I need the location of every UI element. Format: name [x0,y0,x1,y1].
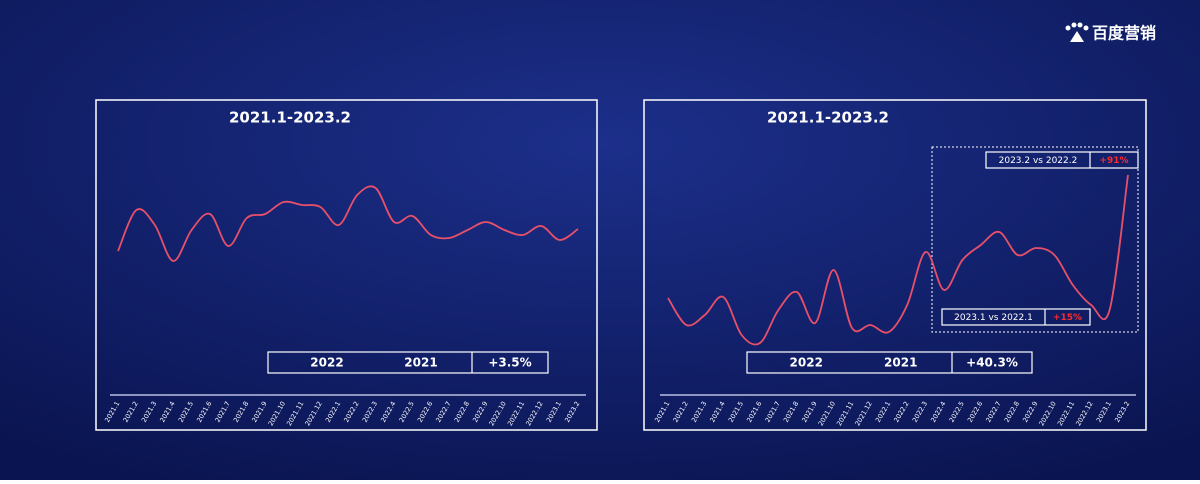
annotation-label: 2023.2 vs 2022.2 [999,156,1078,166]
highlight-region [931,146,1139,333]
label-box [746,351,1033,374]
line-series [117,185,579,262]
legend-label: 2021 [884,356,917,370]
annotation-value: +91% [1099,156,1128,166]
annotation-value: +15% [1053,313,1082,323]
legend-label: 2021 [404,356,437,370]
chart-title: 2021.1-2023.2 [229,109,351,127]
label-box [985,151,1139,169]
legend-change: +40.3% [966,356,1018,370]
chart-frame [643,99,1147,431]
annotation-label: 2023.1 vs 2022.1 [954,313,1033,323]
legend-change: +3.5% [488,356,531,370]
legend-label: 2022 [790,356,823,370]
label-box [941,308,1091,326]
line-series [667,174,1129,346]
label-box [267,351,549,374]
legend-label: 2022 [310,356,343,370]
logo-text: 百度营销 [1092,24,1156,43]
chart-frame [95,99,598,431]
logo-icon [1065,22,1089,42]
chart-title: 2021.1-2023.2 [767,109,889,127]
